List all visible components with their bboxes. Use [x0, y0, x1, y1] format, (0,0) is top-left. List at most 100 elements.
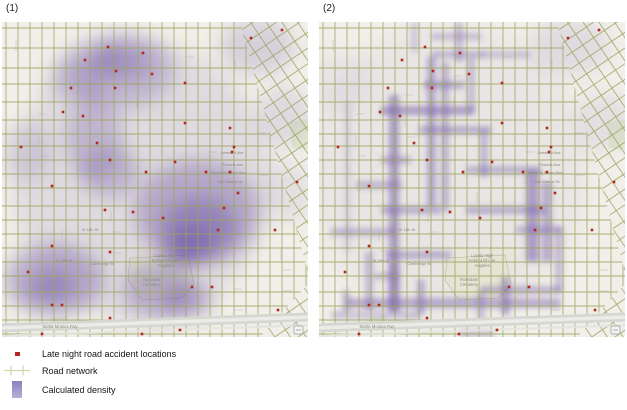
svg-text:W 11th St: W 11th St [399, 228, 416, 232]
accident-point [597, 28, 601, 32]
accident-point [183, 81, 187, 85]
accident-point [545, 170, 549, 174]
accident-point [26, 270, 30, 274]
accident-point [590, 228, 594, 232]
svg-text:Cambridge St: Cambridge St [407, 262, 431, 266]
accident-point [114, 69, 118, 73]
svg-text:San Marino St: San Marino St [534, 179, 560, 184]
svg-text:San Marino St: San Marino St [217, 179, 243, 184]
accident-point [161, 216, 165, 220]
accident-point [553, 191, 557, 195]
accident-point [108, 158, 112, 162]
accident-point [521, 170, 525, 174]
accident-point [400, 58, 404, 62]
accident-point [425, 158, 429, 162]
svg-text:Francis Ave: Francis Ave [540, 162, 562, 167]
accident-point [280, 28, 284, 32]
accident-point [377, 303, 381, 307]
density-layer [2, 22, 308, 322]
accident-point [19, 145, 23, 149]
accident-point [230, 150, 234, 154]
accident-points-layer [336, 28, 616, 336]
accident-point [545, 126, 549, 130]
accident-points-layer [19, 28, 299, 336]
accident-point [467, 72, 471, 76]
accident-point [367, 244, 371, 248]
accident-point [83, 58, 87, 62]
accident-point [108, 250, 112, 254]
accident-point [232, 145, 236, 149]
panel-1-label: (1) [6, 3, 19, 14]
legend-label-road-network: Road network [42, 365, 98, 376]
accident-point [539, 206, 543, 210]
accident-point [210, 285, 214, 289]
accident-point [190, 285, 194, 289]
svg-text:W 15th St: W 15th St [56, 259, 74, 263]
svg-text:W 11th St: W 11th St [82, 228, 99, 232]
accident-point [95, 141, 99, 145]
accident-point [430, 86, 434, 90]
accident-point [566, 36, 570, 40]
accident-point [478, 216, 482, 220]
svg-text:Angeles: Angeles [474, 263, 489, 268]
map-corner-icon [610, 325, 621, 335]
map-panel-1: (1) Loyola High School Of Los Angeles Rosed… [0, 0, 310, 340]
legend-label-density: Calculated density [42, 384, 116, 395]
accident-point [398, 114, 402, 118]
accident-point [295, 180, 299, 184]
accident-point [547, 150, 551, 154]
legend-item-road-network: Road network [0, 362, 320, 379]
accident-point [378, 110, 382, 114]
accident-point [216, 228, 220, 232]
svg-text:Loyola High: Loyola High [154, 253, 177, 258]
accident-point [507, 285, 511, 289]
accident-point [448, 210, 452, 214]
freeway [2, 312, 308, 337]
legend-label-accidents: Late night road accident locations [42, 349, 177, 359]
street-name-texture [332, 40, 609, 311]
accident-point [103, 208, 107, 212]
accident-point [60, 303, 64, 307]
accident-point [108, 316, 112, 320]
accident-point [593, 308, 597, 312]
accident-point [457, 332, 461, 336]
accident-point [425, 250, 429, 254]
svg-text:James M Wood Blvd: James M Wood Blvd [527, 170, 564, 175]
accident-point [423, 45, 427, 49]
accident-point [81, 114, 85, 118]
accident-point [420, 208, 424, 212]
accident-point [425, 316, 429, 320]
accident-point [140, 332, 144, 336]
accident-point [490, 160, 494, 164]
accident-point [336, 145, 340, 149]
accident-point [222, 206, 226, 210]
svg-text:Rosedale: Rosedale [143, 277, 161, 282]
accident-point [533, 228, 537, 232]
accident-point [276, 308, 280, 312]
accident-point [141, 51, 145, 55]
accident-point [249, 36, 253, 40]
accident-point [412, 141, 416, 145]
accident-point [40, 332, 44, 336]
accident-point [228, 126, 232, 130]
accident-point [183, 121, 187, 125]
accident-point [144, 170, 148, 174]
svg-text:Angeles: Angeles [157, 263, 172, 268]
accident-point [50, 244, 54, 248]
svg-text:Cemetery: Cemetery [460, 282, 479, 287]
svg-text:Francis Ave: Francis Ave [223, 162, 245, 167]
svg-text:School Of Los: School Of Los [469, 258, 495, 263]
svg-text:Santa Monica Fwy: Santa Monica Fwy [359, 324, 395, 329]
accident-point [50, 184, 54, 188]
accident-point [495, 328, 499, 332]
panel-2-label: (2) [323, 3, 336, 14]
legend-item-accidents: Late night road accident locations [0, 346, 320, 362]
accident-point [500, 81, 504, 85]
accident-point [150, 72, 154, 76]
svg-text:School Of Los: School Of Los [152, 258, 178, 263]
svg-text:Santa Monica Fwy: Santa Monica Fwy [42, 324, 78, 329]
accident-point [204, 170, 208, 174]
